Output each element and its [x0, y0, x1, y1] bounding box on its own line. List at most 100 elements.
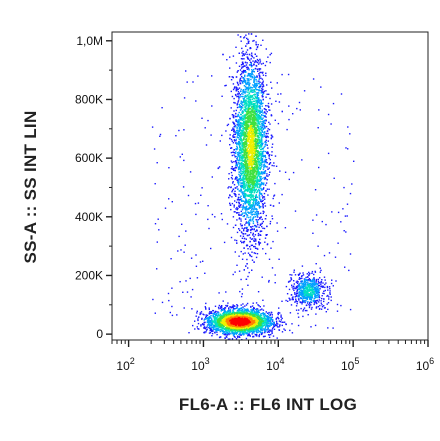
event-dot — [257, 313, 259, 316]
event-dot — [203, 326, 206, 328]
event-dot — [250, 89, 252, 91]
event-dot — [151, 126, 154, 128]
event-dot — [250, 330, 253, 333]
event-dot — [243, 36, 246, 38]
event-dot — [263, 111, 266, 113]
event-dot — [287, 281, 290, 283]
event-dot — [317, 127, 319, 129]
event-dot — [256, 166, 258, 168]
event-dot — [246, 186, 249, 189]
event-dot — [243, 79, 245, 81]
event-dot — [242, 144, 245, 146]
event-dot — [249, 185, 251, 187]
event-dot — [261, 324, 263, 327]
event-dot — [241, 149, 243, 151]
event-dot — [243, 215, 245, 218]
event-dot — [229, 338, 231, 340]
event-dot — [233, 123, 235, 125]
event-dot — [260, 329, 262, 331]
event-dot — [268, 258, 271, 260]
event-dot — [251, 310, 253, 313]
event-dot — [240, 125, 242, 127]
event-dot — [318, 282, 320, 284]
event-dot — [311, 270, 314, 273]
event-dot — [316, 299, 319, 302]
event-dot — [232, 116, 234, 118]
event-dot — [271, 135, 273, 137]
event-dot — [217, 329, 219, 332]
event-dot — [260, 216, 262, 218]
event-dot — [253, 252, 255, 254]
event-dot — [248, 89, 250, 91]
event-dot — [251, 103, 254, 105]
event-dot — [247, 248, 249, 250]
event-dot — [256, 97, 258, 100]
event-dot — [242, 70, 244, 72]
event-dot — [259, 68, 262, 70]
event-dot — [256, 230, 258, 232]
event-dot — [260, 171, 263, 173]
event-dot — [254, 230, 257, 232]
event-dot — [249, 246, 251, 248]
event-dot — [256, 114, 258, 116]
event-dot — [246, 209, 248, 211]
event-dot — [253, 103, 256, 105]
event-dot — [263, 177, 266, 179]
event-dot — [259, 183, 261, 185]
event-dot — [254, 191, 256, 193]
event-dot — [242, 186, 244, 189]
event-dot — [252, 222, 255, 225]
event-dot — [242, 205, 244, 207]
event-dot — [245, 278, 248, 280]
event-dot — [188, 332, 190, 334]
event-dot — [317, 280, 320, 282]
event-dot — [263, 187, 265, 189]
event-dot — [256, 170, 258, 173]
event-dot — [301, 283, 303, 285]
event-dot — [257, 304, 259, 306]
event-dot — [260, 200, 262, 202]
event-dot — [253, 71, 255, 73]
event-dot — [240, 122, 242, 124]
event-dot — [214, 325, 216, 328]
event-dot — [242, 107, 244, 109]
event-dot — [243, 163, 245, 165]
event-dot — [321, 285, 323, 287]
event-dot — [252, 225, 254, 228]
event-dot — [248, 220, 250, 222]
event-dot — [300, 288, 302, 290]
event-dot — [320, 286, 322, 288]
event-dot — [195, 315, 197, 317]
event-dot — [294, 274, 297, 276]
event-dot — [298, 277, 301, 279]
event-dot — [271, 146, 273, 148]
event-dot — [261, 88, 263, 90]
event-dot — [261, 136, 263, 138]
event-dot — [264, 64, 267, 67]
event-dot — [289, 298, 291, 300]
event-dot — [257, 166, 259, 168]
event-dot — [236, 104, 238, 106]
event-dot — [196, 312, 198, 314]
event-dot — [249, 191, 251, 194]
event-dot — [243, 136, 246, 138]
event-dot — [265, 182, 268, 184]
event-dot — [254, 198, 256, 200]
event-dot — [278, 326, 280, 328]
event-dot — [239, 106, 242, 109]
event-dot — [261, 225, 263, 228]
event-dot — [234, 305, 236, 307]
event-dot — [186, 81, 188, 83]
event-dot — [248, 195, 250, 197]
event-dot — [261, 177, 263, 180]
event-dot — [230, 79, 233, 81]
event-dot — [239, 127, 241, 130]
event-dot — [257, 291, 260, 293]
event-dot — [250, 78, 252, 81]
event-dot — [237, 182, 240, 185]
event-dot — [237, 113, 239, 116]
event-dot — [321, 279, 323, 281]
event-dot — [315, 291, 318, 294]
event-dot — [258, 101, 260, 103]
event-dot — [349, 133, 351, 135]
